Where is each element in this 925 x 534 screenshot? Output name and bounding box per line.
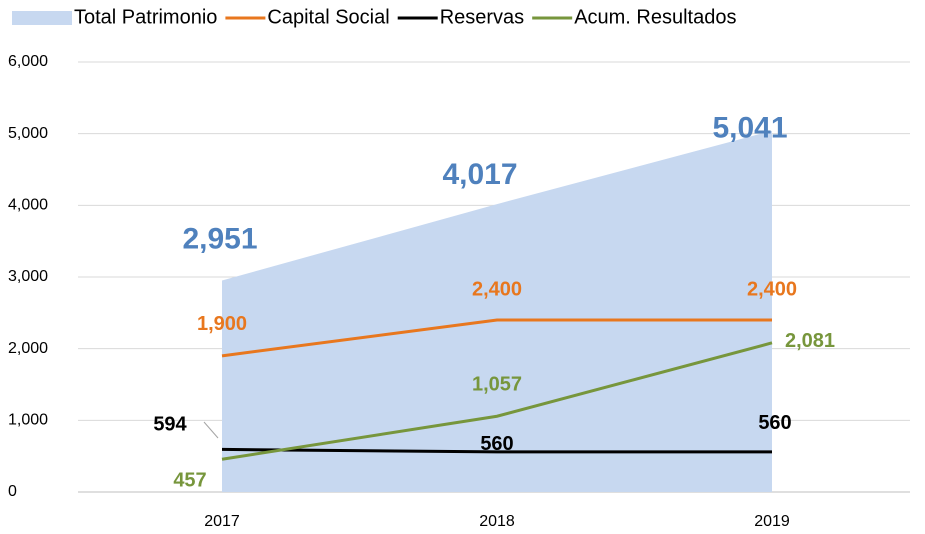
y-tick-label: 5,000 (8, 125, 48, 142)
leader-line (203, 421, 219, 439)
data-label: 4,017 (442, 158, 517, 191)
data-label: 560 (480, 433, 513, 455)
line (221, 447, 772, 454)
y-tick-label: 1,000 (8, 412, 48, 429)
data-label: 594 (153, 414, 187, 436)
y-tick-label: 6,000 (8, 53, 48, 70)
data-label: 2,400 (472, 278, 522, 300)
data-label: 457 (173, 470, 206, 492)
x-tick-label: 2019 (754, 513, 790, 530)
y-tick-label: 2,000 (8, 340, 48, 357)
line (221, 341, 773, 461)
area (222, 130, 772, 492)
legend-label: Total Patrimonio (74, 6, 217, 28)
legend-label: Reservas (440, 6, 524, 28)
x-tick-label: 2018 (479, 513, 515, 530)
y-tick-label: 0 (8, 483, 17, 500)
data-label: 2,951 (182, 222, 257, 255)
line (221, 318, 772, 358)
data-label: 1,057 (472, 374, 522, 396)
data-label: 560 (758, 412, 791, 434)
legend-label: Capital Social (267, 6, 389, 28)
y-tick-label: 4,000 (8, 197, 48, 214)
legend-swatch (12, 11, 72, 25)
data-label: 1,900 (197, 313, 247, 335)
data-label: 2,400 (747, 278, 797, 300)
legend-label: Acum. Resultados (574, 6, 736, 28)
data-label: 2,081 (785, 330, 835, 352)
data-label: 5,041 (712, 112, 787, 145)
y-tick-label: 3,000 (8, 268, 48, 285)
x-tick-label: 2017 (204, 513, 240, 530)
